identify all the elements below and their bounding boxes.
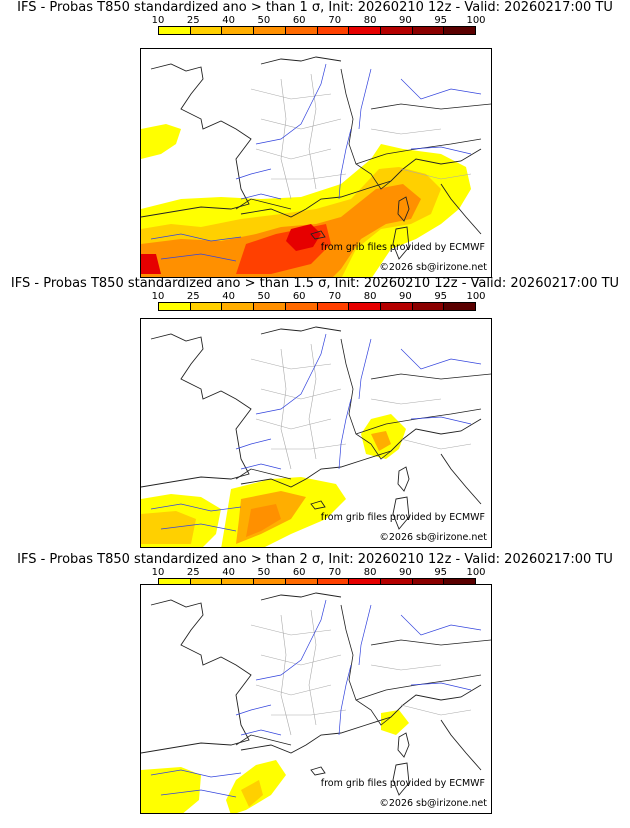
colorbar-segment [222, 27, 255, 34]
tick-label: 90 [399, 291, 412, 302]
tick-label: 60 [292, 291, 306, 302]
colorbar-segment [254, 579, 286, 586]
colorbar-segment [412, 579, 445, 586]
panel-title: IFS - Probas T850 standardized ano > tha… [17, 552, 613, 567]
tick-label: 50 [257, 567, 271, 578]
colorbar-segment [412, 27, 445, 34]
copyright-credit: ©2026 sb@irizone.net [379, 798, 487, 809]
colorbar-segment [317, 303, 350, 310]
tick-label: 10 [151, 15, 165, 26]
probability-map [141, 56, 491, 277]
probability-map [141, 326, 491, 547]
colorbar-segment [444, 303, 476, 310]
tick-label: 90 [399, 567, 412, 578]
colorbar-segment [190, 27, 223, 34]
tick-label: 10 [151, 567, 165, 578]
tick-label: 70 [328, 291, 342, 302]
tick-label: 80 [363, 567, 377, 578]
tick-label: 10 [151, 291, 165, 302]
tick-label: 95 [434, 567, 448, 578]
tick-label: 70 [328, 567, 342, 578]
tick-label: 25 [186, 567, 200, 578]
colorbar-segment [349, 579, 381, 586]
tick-label: 80 [363, 15, 377, 26]
map-frame: from grib files provided by ECMWF ©2026 … [140, 48, 492, 278]
tick-label: 100 [466, 567, 486, 578]
tick-label: 100 [466, 15, 486, 26]
colorbar [158, 302, 476, 311]
colorbar-segment [444, 579, 476, 586]
tick-label: 25 [186, 291, 200, 302]
tick-label: 50 [257, 15, 271, 26]
colorbar-segment [222, 579, 255, 586]
probability-shading [141, 414, 406, 547]
panel-title: IFS - Probas T850 standardized ano > tha… [17, 0, 613, 15]
map-panel-1: IFS - Probas T850 standardized ano > tha… [0, 0, 630, 278]
tick-label: 50 [257, 291, 271, 302]
map-panel-2: IFS - Probas T850 standardized ano > tha… [0, 276, 630, 552]
map-frame: from grib files provided by ECMWF ©2026 … [140, 318, 492, 548]
colorbar-segment [412, 303, 445, 310]
tick-label: 95 [434, 291, 448, 302]
colorbar [158, 26, 476, 35]
probability-shading [141, 710, 409, 813]
data-source-credit: from grib files provided by ECMWF [320, 512, 485, 523]
tick-label: 25 [186, 15, 200, 26]
colorbar-segment [349, 27, 381, 34]
tick-label: 90 [399, 15, 412, 26]
colorbar-segment [222, 303, 255, 310]
colorbar-segment [159, 27, 191, 34]
panel-title: IFS - Probas T850 standardized ano > tha… [10, 276, 620, 291]
probability-map [141, 592, 491, 813]
colorbar-segment [159, 579, 191, 586]
tick-label: 60 [292, 567, 306, 578]
tick-label: 70 [328, 15, 342, 26]
colorbar-segment [285, 579, 318, 586]
probability-shading [141, 124, 471, 277]
tick-label: 60 [292, 15, 306, 26]
colorbar-segment [190, 303, 223, 310]
data-source-credit: from grib files provided by ECMWF [320, 242, 485, 253]
colorbar-segment [380, 303, 413, 310]
tick-label: 40 [222, 291, 235, 302]
colorbar-segment [285, 303, 318, 310]
colorbar-segment [349, 303, 381, 310]
colorbar-segment [317, 27, 350, 34]
copyright-credit: ©2026 sb@irizone.net [379, 262, 487, 273]
tick-label: 40 [222, 567, 235, 578]
copyright-credit: ©2026 sb@irizone.net [379, 532, 487, 543]
colorbar-segment [380, 579, 413, 586]
colorbar-segment [317, 579, 350, 586]
colorbar-ticks: 10 25 40 50 60 70 80 90 95 100 [152, 15, 486, 26]
tick-label: 80 [363, 291, 377, 302]
colorbar-ticks: 10 25 40 50 60 70 80 90 95 100 [152, 567, 486, 578]
colorbar-segment [380, 27, 413, 34]
colorbar-segment [159, 303, 191, 310]
colorbar-ticks: 10 25 40 50 60 70 80 90 95 100 [152, 291, 486, 302]
tick-label: 95 [434, 15, 448, 26]
map-panel-3: IFS - Probas T850 standardized ano > tha… [0, 552, 630, 828]
map-frame: from grib files provided by ECMWF ©2026 … [140, 584, 492, 814]
tick-label: 100 [466, 291, 486, 302]
colorbar-segment [254, 303, 286, 310]
colorbar-segment [444, 27, 476, 34]
data-source-credit: from grib files provided by ECMWF [320, 778, 485, 789]
tick-label: 40 [222, 15, 235, 26]
colorbar-segment [190, 579, 223, 586]
colorbar-segment [254, 27, 286, 34]
colorbar-segment [285, 27, 318, 34]
